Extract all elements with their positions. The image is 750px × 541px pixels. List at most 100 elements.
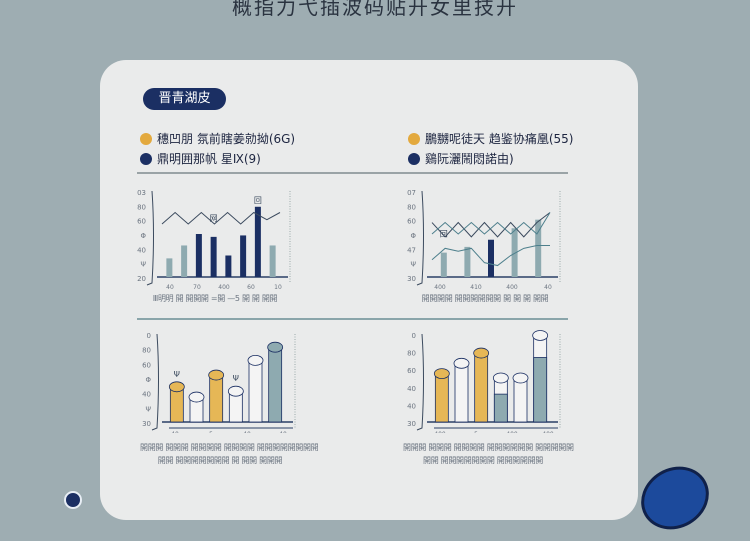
x-tick-label: 40 bbox=[544, 284, 552, 290]
bar-cap bbox=[168, 381, 185, 393]
legend-label: 鵬嬲呢徒天 趋鉴协痛凰(55) bbox=[425, 132, 574, 146]
legend-dot-gold bbox=[408, 132, 420, 145]
series-line bbox=[161, 211, 281, 225]
x-tick-label: 400 bbox=[542, 431, 554, 433]
x-tick-label: 410 bbox=[470, 284, 482, 290]
bar-cap bbox=[453, 357, 470, 369]
bar bbox=[464, 246, 471, 277]
chart-caption: 開開 開開開開開開開 開 開開 開開開 bbox=[157, 456, 283, 465]
bar-cap bbox=[433, 368, 450, 379]
series-line bbox=[431, 244, 550, 267]
y-tick-label: Φ bbox=[140, 232, 146, 240]
bar bbox=[488, 239, 494, 277]
y-tick-label: 80 bbox=[137, 203, 146, 211]
y-tick-label: 20 bbox=[137, 275, 146, 283]
bar bbox=[535, 219, 542, 277]
legend-dot-navy bbox=[140, 152, 152, 165]
bar-label: 网 bbox=[210, 214, 218, 223]
x-tick-label: 70 bbox=[193, 284, 201, 290]
y-tick-label: 80 bbox=[407, 350, 416, 358]
bar-cap bbox=[512, 372, 529, 384]
y-tick-label: Ψ bbox=[140, 261, 146, 269]
chart-caption: 開開 開開開開開開開 開開開開開開 bbox=[423, 456, 543, 465]
bar-label: Ψ bbox=[233, 374, 239, 383]
bar bbox=[225, 255, 232, 277]
y-tick-label: 60 bbox=[142, 361, 151, 369]
bar bbox=[440, 252, 447, 277]
divider bbox=[137, 318, 568, 320]
x-tick-label: 40 bbox=[166, 284, 174, 290]
x-tick-label: 400 bbox=[218, 284, 230, 290]
y-tick-label: 0 bbox=[412, 332, 416, 340]
chart-caption: 開開開開 開開開開開開 開 開 開 開開 bbox=[421, 294, 549, 303]
series-line bbox=[431, 212, 551, 235]
chart-caption: Ⅲ明明 開 開開開 =開 —5 開 開 開開 bbox=[152, 294, 278, 303]
bar-cap bbox=[227, 385, 244, 397]
page-title: 概指力弋插波码贴开女里技开 bbox=[232, 0, 518, 19]
y-axis bbox=[146, 190, 154, 286]
bar-cap bbox=[473, 347, 490, 359]
bar-label: Ψ bbox=[174, 370, 180, 379]
y-tick-label: 80 bbox=[142, 347, 151, 355]
y-tick-label: Φ bbox=[410, 232, 416, 240]
decorative-circle-icon bbox=[64, 491, 82, 509]
divider bbox=[137, 172, 568, 174]
y-tick-label: 40 bbox=[407, 402, 416, 410]
legend-label: 穗凹朋 氛前瞎姜勍拗(6G) bbox=[157, 132, 296, 146]
bar bbox=[209, 374, 224, 423]
chart-bottom-left: 0 80 60 Φ 40 Ψ 30 40 5 40 40 Ψ Ψ bbox=[142, 332, 296, 433]
bar bbox=[511, 228, 518, 277]
x-tick-label: 400 bbox=[506, 284, 518, 290]
y-tick-label: 60 bbox=[407, 367, 416, 375]
dashboard-card bbox=[100, 60, 638, 520]
x-tick-label: 10 bbox=[274, 284, 282, 290]
bar-label: 回 bbox=[254, 196, 262, 205]
section-badge: 晋青湖皮 bbox=[143, 88, 226, 110]
bar bbox=[434, 373, 449, 423]
bar bbox=[254, 206, 261, 277]
y-tick-label: 40 bbox=[137, 246, 146, 254]
legend-label: 鼎明囲那帆 星Ⅸ(9) bbox=[157, 152, 261, 166]
bar-cap bbox=[208, 369, 225, 381]
y-tick-label: 40 bbox=[407, 385, 416, 393]
y-tick-label: 47 bbox=[407, 246, 416, 254]
y-tick-label: 80 bbox=[407, 203, 416, 211]
legend-dot-gold bbox=[140, 132, 152, 145]
decorative-badge-icon bbox=[629, 454, 721, 541]
y-tick-label: 30 bbox=[407, 275, 416, 283]
bar bbox=[166, 258, 173, 277]
bar bbox=[181, 245, 188, 277]
bar bbox=[268, 346, 283, 423]
legend-dot-navy bbox=[408, 152, 420, 165]
x-tick-label: 400 bbox=[434, 284, 446, 290]
bar-cap bbox=[532, 330, 549, 341]
legend-item: 鼎明囲那帆 星Ⅸ(9) bbox=[140, 150, 261, 167]
y-tick-label: 03 bbox=[137, 189, 146, 197]
x-tick-label: 5 bbox=[474, 431, 478, 433]
chart-top-left: 03 80 60 Φ 40 Ψ 20 40 70 400 60 10 网 回 bbox=[137, 189, 291, 290]
bar bbox=[533, 357, 548, 423]
bar bbox=[513, 377, 528, 423]
legend-item: 穗凹朋 氛前瞎姜勍拗(6G) bbox=[140, 130, 295, 147]
y-axis bbox=[416, 190, 424, 286]
y-tick-label: 30 bbox=[407, 420, 416, 428]
bar bbox=[454, 362, 469, 423]
bar bbox=[269, 245, 276, 277]
x-tick-label: 5 bbox=[209, 431, 213, 433]
y-tick-label: 40 bbox=[142, 391, 151, 399]
y-tick-label: 07 bbox=[407, 189, 416, 197]
bar bbox=[240, 235, 247, 277]
bar bbox=[195, 234, 202, 277]
chart-top-right: 07 80 60 Φ 47 Ψ 30 400 410 400 40 回 bbox=[407, 189, 561, 290]
chart-bottom-right: 0 80 60 40 40 30 400 5 400 400 bbox=[407, 330, 561, 433]
y-tick-label: 30 bbox=[142, 420, 151, 428]
x-tick-label: 60 bbox=[247, 284, 255, 290]
y-tick-label: Ψ bbox=[145, 405, 151, 413]
bar-label: 回 bbox=[440, 230, 448, 239]
y-axis bbox=[416, 333, 424, 431]
x-tick-label: 40 bbox=[243, 431, 251, 433]
bar-cap bbox=[492, 372, 509, 384]
chart-caption: 開開開 開開開 開開開開 開開開開 開開開開開開開開 bbox=[140, 443, 319, 452]
series-line bbox=[431, 212, 551, 238]
bar-cap bbox=[247, 355, 264, 366]
